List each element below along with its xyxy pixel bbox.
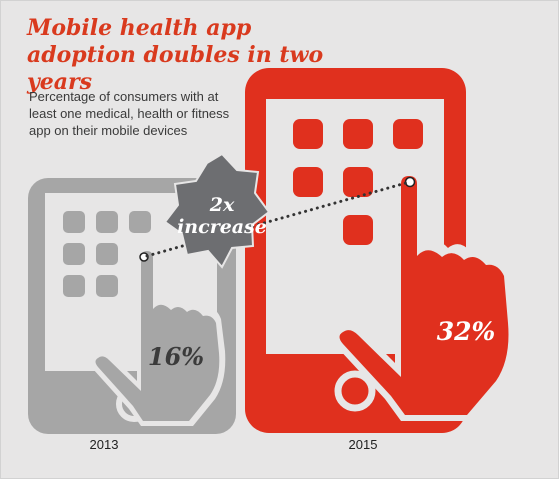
chart-subtitle: Percentage of consumers with at least on…: [29, 89, 230, 138]
touch-point-2015: [404, 176, 416, 188]
phone-2015-home-button: [334, 370, 376, 412]
app-icon: [343, 119, 373, 149]
hand-2013-fill: [95, 251, 220, 421]
app-icon: [96, 211, 118, 233]
value-label-2015: 32%: [437, 317, 496, 346]
hand-2015-fill: [339, 176, 509, 415]
badge-line2: increase: [177, 216, 267, 238]
app-icon: [96, 275, 118, 297]
app-icon: [343, 215, 373, 245]
app-icon: [129, 211, 151, 233]
app-icon: [63, 275, 85, 297]
phone-2015: [245, 68, 517, 433]
app-icon: [96, 243, 118, 265]
app-grid-2015: [293, 119, 423, 245]
app-icon: [293, 119, 323, 149]
growth-connector: [145, 181, 408, 258]
app-icon: [63, 243, 85, 265]
category-label-2015: 2015: [348, 437, 378, 452]
app-icon: [63, 211, 85, 233]
value-label-2013: 16%: [148, 342, 204, 371]
app-icon: [293, 167, 323, 197]
increase-badge: [163, 152, 271, 269]
app-grid-2013: [63, 211, 151, 297]
app-icon: [393, 119, 423, 149]
category-label-2013: 2013: [89, 437, 119, 452]
badge-line1: 2x: [209, 194, 235, 216]
chart-title: Mobile health app adoption doubles in tw…: [27, 15, 324, 95]
app-icon: [343, 167, 373, 197]
